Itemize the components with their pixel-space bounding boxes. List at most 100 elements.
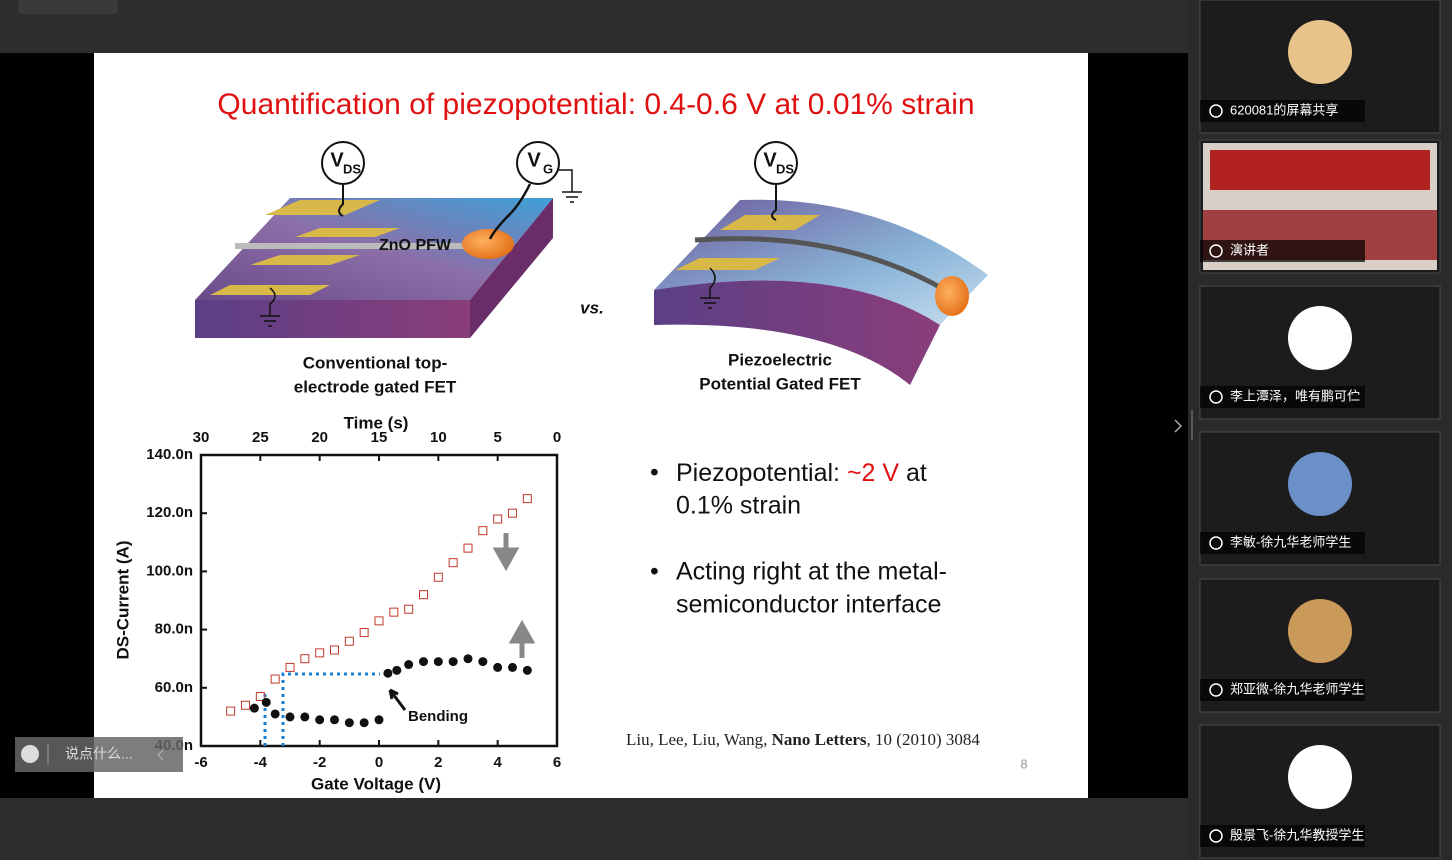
avatar (1288, 599, 1352, 663)
wire (771, 184, 777, 221)
emoji-button[interactable] (21, 745, 39, 763)
citation-details: , 10 (2010) 3084 (867, 730, 981, 749)
name-bar (1200, 532, 1365, 554)
data-point (261, 697, 271, 707)
meter (754, 141, 798, 185)
participant-name: 620081的屏幕共享 (1230, 102, 1338, 117)
y-tick-label: 100.0n (146, 562, 193, 579)
page-number: 8 (1020, 756, 1027, 771)
mic-muted-icon (1209, 244, 1223, 258)
caption: Conventional top- (303, 353, 447, 372)
data-point (508, 508, 517, 518)
left-device: V DS V G ZnO PFW Conventional top- elect… (195, 141, 582, 396)
data-point (392, 665, 402, 675)
data-point (419, 590, 428, 600)
bullet-highlight: ~2 V (847, 459, 899, 487)
top-tick-label: 15 (371, 429, 388, 446)
y-tick-label: 60.0n (155, 679, 193, 696)
gate-bump (935, 276, 969, 316)
x-tick-label: 6 (553, 754, 561, 771)
data-point (249, 703, 259, 713)
annotation-arrow (388, 688, 407, 711)
data-point (374, 715, 384, 725)
chart: Time (s) Gate Voltage (V) DS-Current (A)… (113, 413, 561, 793)
meter-subscript: DS (776, 161, 794, 176)
slab-side (470, 198, 553, 338)
bullet-line: semiconductor interface (676, 591, 941, 619)
top-tick-label: 20 (311, 429, 328, 446)
curved-top (654, 199, 988, 325)
chat-placeholder[interactable]: 说点什么... (65, 746, 133, 762)
participant-name: 李敏-徐九华老师学生 (1230, 534, 1351, 549)
electrode (295, 228, 400, 237)
data-point (344, 718, 354, 728)
trend-arrow (492, 533, 520, 572)
top-tick-label: 30 (193, 429, 210, 446)
data-point (300, 654, 310, 664)
name-bar (1200, 240, 1365, 262)
data-point (285, 662, 295, 672)
annotation: Bending (408, 708, 468, 725)
wire (338, 184, 344, 217)
data-point (241, 700, 250, 710)
slide-title: Quantification of piezopotential: 0.4-0.… (217, 88, 974, 121)
bullets: • Piezopotential: ~2 V at 0.1% strain • … (650, 459, 947, 619)
collapse-arrow[interactable] (1174, 419, 1183, 433)
guide-lines (263, 672, 380, 746)
data-point (315, 715, 325, 725)
participant-name: 李上潭泽，唯有鹏可伫 (1230, 388, 1360, 403)
mic-muted-icon (1209, 829, 1223, 843)
data-point (433, 657, 443, 667)
avatar (1288, 745, 1352, 809)
bullet-line: Acting right at the metal- (676, 558, 947, 586)
data-point (448, 657, 458, 667)
data-point (493, 514, 503, 524)
data-point (285, 712, 295, 722)
data-point (383, 668, 393, 678)
versus: vs. (580, 298, 604, 317)
top-button[interactable] (18, 0, 118, 14)
wire-label: ZnO PFW (379, 237, 452, 254)
electrode (265, 200, 380, 215)
data-point (522, 665, 532, 675)
bullet-dot: • (650, 459, 659, 487)
video-stage (1210, 150, 1430, 190)
participant-name: 殷景飞-徐九华教授学生 (1230, 827, 1364, 842)
data-point (478, 526, 488, 536)
chat-input[interactable]: 说点什么... (15, 737, 183, 772)
chat-box[interactable] (15, 737, 183, 772)
data-point (270, 674, 280, 684)
electrode (250, 255, 360, 265)
bullet-text: at (899, 459, 927, 487)
x-axis-title: Gate Voltage (V) (311, 774, 441, 793)
x-tick-label: 0 (375, 754, 383, 771)
data-point (344, 636, 354, 646)
mic-muted-icon (1209, 390, 1223, 404)
data-point (463, 543, 473, 553)
participant-name: 郑亚微-徐九华老师学生 (1230, 681, 1364, 696)
data-point (300, 712, 310, 722)
x-tick-label: -6 (194, 754, 207, 771)
x-tick-label: -2 (313, 754, 326, 771)
meter-label: V (330, 149, 344, 171)
caption: Piezoelectric (728, 350, 832, 369)
meter-label: V (763, 149, 777, 171)
electrode (720, 215, 820, 230)
slide (94, 53, 1088, 798)
curved-front (654, 280, 940, 385)
data-point (448, 558, 458, 568)
y-axis-title: DS-Current (A) (113, 541, 132, 660)
data-point (522, 494, 532, 504)
ground (260, 287, 280, 327)
citation: Liu, Lee, Liu, Wang, Nano Letters, 10 (2… (626, 730, 980, 749)
y-tick-label: 80.0n (155, 621, 193, 638)
wire (488, 183, 532, 240)
y-tick-label: 120.0n (146, 504, 193, 521)
chat-arrow[interactable] (157, 749, 164, 761)
bullet-text: Piezopotential: (676, 459, 847, 487)
data-point (359, 718, 369, 728)
gate-bump (462, 229, 514, 259)
name-bar (1200, 100, 1365, 122)
y-tick-label: 140.0n (146, 446, 193, 463)
